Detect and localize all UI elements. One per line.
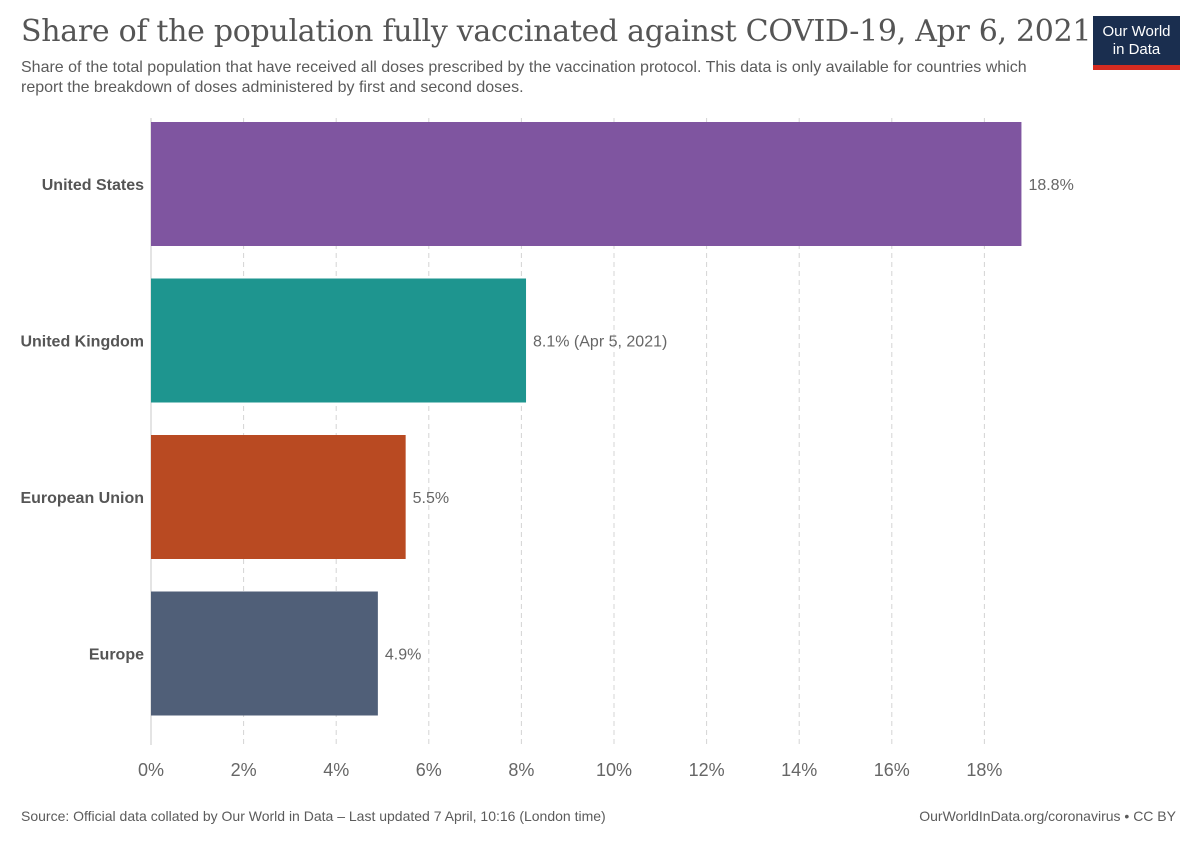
- value-label: 5.5%: [413, 490, 449, 507]
- value-label: 18.8%: [1028, 177, 1073, 194]
- category-label: Europe: [89, 647, 144, 664]
- x-tick-label: 4%: [323, 760, 349, 780]
- chart-title: Share of the population fully vaccinated…: [21, 14, 1092, 49]
- x-tick-label: 0%: [138, 760, 164, 780]
- x-tick-label: 8%: [508, 760, 534, 780]
- logo-line-2: in Data: [1112, 41, 1161, 58]
- x-tick-label: 10%: [596, 760, 632, 780]
- category-label: United Kingdom: [20, 334, 144, 351]
- source-note: Source: Official data collated by Our Wo…: [21, 808, 606, 824]
- owid-logo[interactable]: Our World in Data: [1093, 16, 1180, 70]
- logo-stripe: [1093, 65, 1180, 70]
- bar: [151, 122, 1022, 246]
- category-label: European Union: [20, 490, 144, 507]
- value-label: 4.9%: [385, 647, 421, 664]
- logo-line-1: Our World: [1102, 23, 1171, 40]
- x-tick-label: 14%: [781, 760, 817, 780]
- x-tick-label: 6%: [416, 760, 442, 780]
- bar: [151, 435, 406, 559]
- chart-subtitle: Share of the total population that have …: [21, 59, 1027, 96]
- bar: [151, 591, 378, 716]
- source-link[interactable]: OurWorldInData.org/coronavirus • CC BY: [919, 808, 1176, 824]
- x-tick-label: 18%: [966, 760, 1002, 780]
- x-tick-label: 2%: [231, 760, 257, 780]
- category-label: United States: [42, 177, 144, 194]
- x-tick-label: 12%: [689, 760, 725, 780]
- bar: [151, 278, 527, 403]
- x-tick-label: 16%: [874, 760, 910, 780]
- value-label: 8.1% (Apr 5, 2021): [533, 334, 667, 351]
